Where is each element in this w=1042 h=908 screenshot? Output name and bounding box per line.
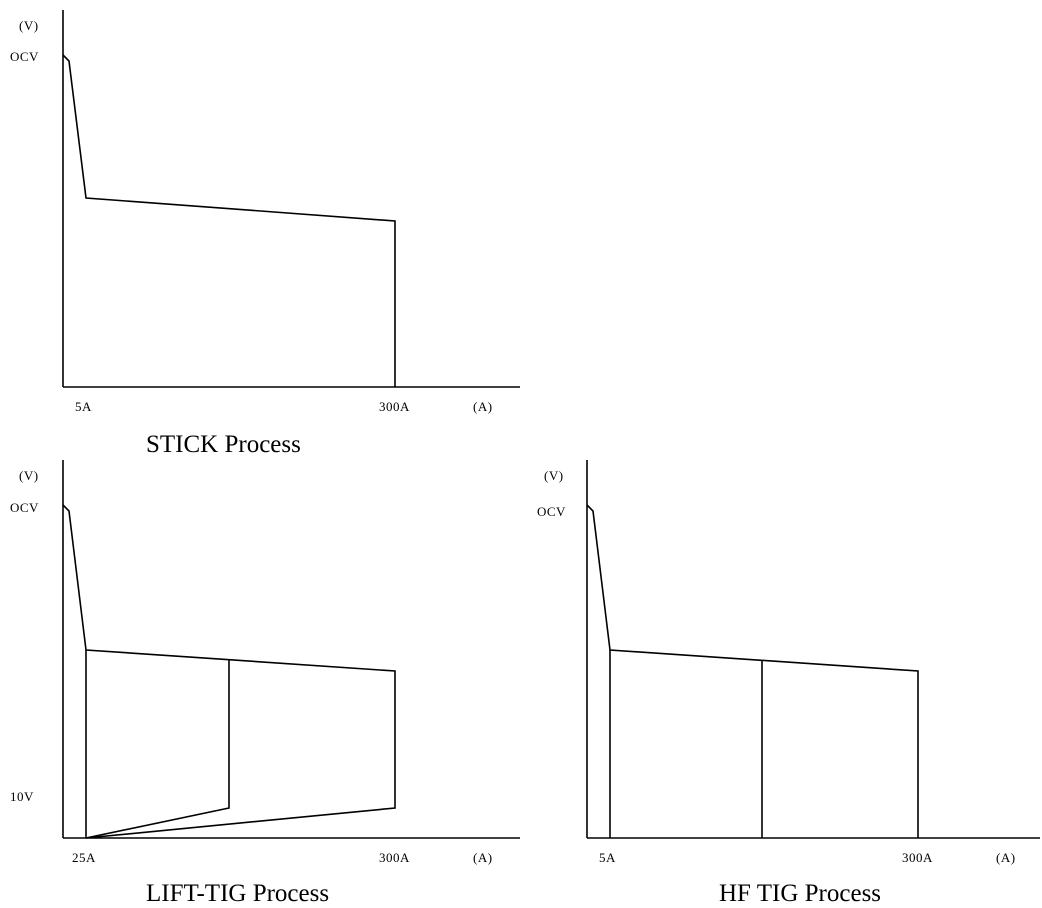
lift-tig-y-unit: (V) [19,468,39,483]
lift-tig-x-label-1: 25A [72,850,96,865]
lift-tig-10v-label: 10V [10,789,34,804]
hf-tig-curve [586,504,919,838]
hf-tig-title: HF TIG Process [719,880,881,907]
stick-x-unit: (A) [473,399,493,414]
hf-tig-y-unit: (V) [544,468,564,483]
stick-panel: (V) OCV 5A 300A (A) STICK Process [10,10,520,458]
lift-tig-title: LIFT-TIG Process [146,880,329,907]
lift-tig-panel: (V) OCV 10V 25A 300A (A) LIFT-TIG Proces… [10,460,520,907]
stick-x-label-2: 300A [379,399,410,414]
hf-tig-x-label-1: 5A [599,850,616,865]
hf-tig-x-unit: (A) [996,850,1016,865]
stick-y-unit: (V) [19,18,39,33]
hf-tig-panel: (V) OCV 5A 300A (A) HF TIG Process [537,460,1040,907]
hf-tig-ocv-label: OCV [537,504,566,519]
lift-tig-ocv-label: OCV [10,500,39,515]
stick-title: STICK Process [146,431,301,458]
hf-tig-x-label-2: 300A [902,850,933,865]
stick-x-label-1: 5A [75,399,92,414]
stick-curve [62,54,396,387]
stick-ocv-label: OCV [10,49,39,64]
lift-tig-envelope [62,504,396,839]
lift-tig-mid-curve [85,660,230,839]
lift-tig-x-unit: (A) [473,850,493,865]
lift-tig-x-label-2: 300A [379,850,410,865]
